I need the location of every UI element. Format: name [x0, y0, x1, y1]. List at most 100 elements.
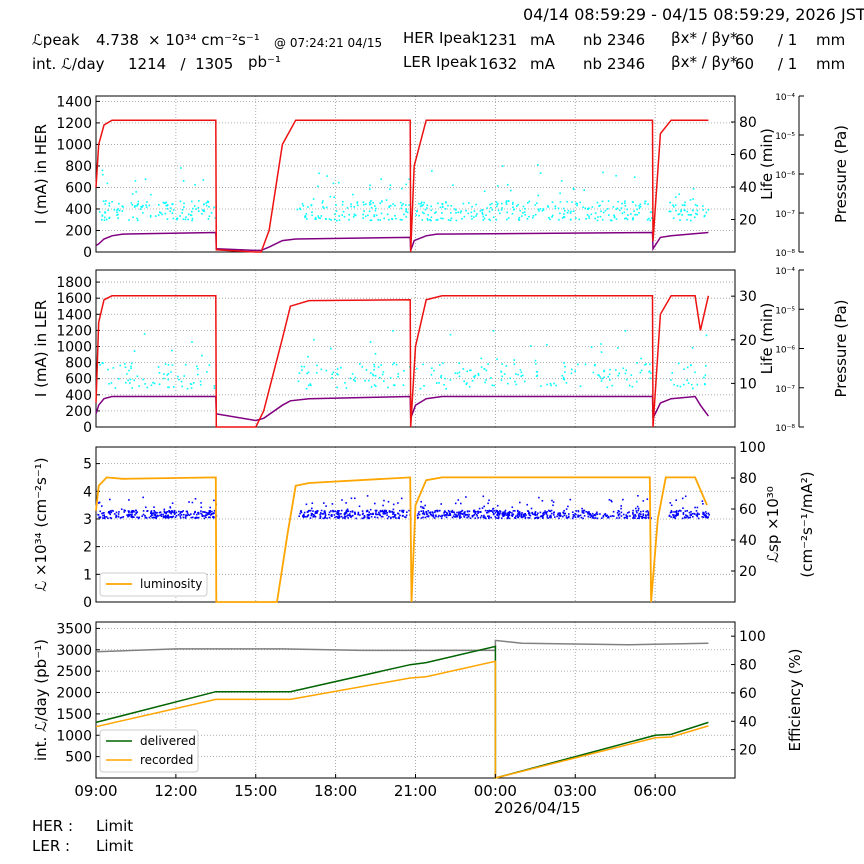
- data-point: [683, 383, 685, 386]
- data-point: [109, 510, 111, 513]
- data-point: [171, 212, 174, 214]
- data-point: [518, 511, 521, 513]
- data-point: [613, 216, 616, 219]
- data-point: [374, 374, 377, 377]
- data-point: [195, 516, 198, 519]
- data-point: [422, 204, 424, 206]
- data-point: [405, 216, 408, 218]
- y-tick-label: 500: [65, 750, 92, 766]
- data-point: [434, 212, 436, 214]
- data-point: [349, 377, 352, 380]
- data-point: [593, 514, 596, 516]
- data-point: [166, 374, 169, 376]
- data-point: [394, 514, 396, 517]
- data-point: [402, 511, 404, 514]
- data-point: [460, 516, 462, 518]
- data-point: [684, 209, 686, 212]
- data-point: [437, 202, 439, 205]
- data-point: [368, 513, 370, 516]
- data-point: [325, 369, 328, 372]
- data-point: [379, 514, 381, 516]
- data-point: [507, 382, 509, 385]
- data-point: [195, 208, 197, 210]
- y-tick-label: 1000: [56, 339, 92, 355]
- data-point: [631, 217, 634, 220]
- data-point: [613, 215, 616, 218]
- data-point: [392, 330, 394, 332]
- data-point: [520, 375, 522, 377]
- data-point: [632, 511, 634, 514]
- data-point: [596, 219, 599, 222]
- data-point: [205, 204, 208, 207]
- data-point: [545, 511, 547, 514]
- data-point: [441, 515, 443, 517]
- data-point: [590, 346, 593, 348]
- data-point: [389, 511, 392, 513]
- data-point: [518, 216, 521, 219]
- data-point: [133, 516, 135, 518]
- data-point: [492, 511, 494, 513]
- data-point: [180, 514, 183, 516]
- data-point: [197, 373, 199, 376]
- data-point: [384, 513, 386, 515]
- data-point: [167, 373, 170, 375]
- lpeak-time: @ 07:24:21 04/15: [274, 36, 383, 50]
- data-point: [416, 210, 418, 212]
- data-point: [102, 173, 104, 176]
- data-point: [427, 515, 430, 518]
- data-point: [547, 517, 549, 519]
- data-point: [426, 207, 428, 209]
- data-point: [646, 498, 649, 500]
- data-point: [405, 204, 407, 206]
- data-point: [680, 510, 682, 512]
- data-point: [118, 202, 120, 205]
- data-point: [696, 515, 699, 518]
- data-point: [177, 375, 179, 378]
- data-point: [534, 204, 537, 206]
- data-point: [508, 514, 511, 517]
- data-point: [447, 219, 450, 221]
- data-point: [416, 367, 418, 370]
- data-point: [376, 516, 379, 519]
- data-point: [611, 515, 614, 517]
- data-point: [151, 512, 154, 514]
- data-point: [320, 368, 323, 371]
- data-point: [205, 511, 207, 514]
- data-point: [537, 517, 539, 519]
- data-point: [704, 374, 707, 377]
- data-point: [599, 215, 602, 218]
- data-point: [706, 517, 709, 519]
- data-point: [306, 511, 309, 513]
- data-point: [383, 512, 386, 514]
- data-point: [408, 204, 410, 206]
- data-point: [704, 514, 706, 516]
- data-point: [399, 509, 401, 512]
- data-point: [608, 373, 611, 376]
- data-point: [492, 330, 495, 332]
- data-point: [554, 207, 557, 210]
- data-point: [134, 514, 136, 516]
- data-point: [388, 218, 390, 221]
- data-point: [577, 516, 580, 518]
- data-point: [181, 212, 183, 214]
- data-point: [201, 212, 203, 215]
- data-point: [115, 516, 117, 519]
- data-point: [507, 200, 510, 202]
- data-point: [316, 510, 318, 513]
- data-point: [397, 375, 399, 378]
- data-point: [546, 516, 548, 518]
- data-point: [373, 363, 375, 366]
- data-point: [421, 204, 423, 207]
- y-tick-label: 400: [65, 388, 92, 404]
- data-point: [389, 188, 391, 190]
- data-point: [637, 507, 640, 510]
- data-point: [369, 203, 371, 206]
- data-point: [326, 517, 328, 519]
- data-point: [401, 204, 403, 207]
- data-point: [311, 507, 313, 510]
- data-point: [501, 202, 503, 205]
- data-point: [495, 205, 498, 208]
- data-point: [592, 371, 595, 374]
- data-point: [626, 512, 629, 514]
- data-point: [330, 219, 332, 221]
